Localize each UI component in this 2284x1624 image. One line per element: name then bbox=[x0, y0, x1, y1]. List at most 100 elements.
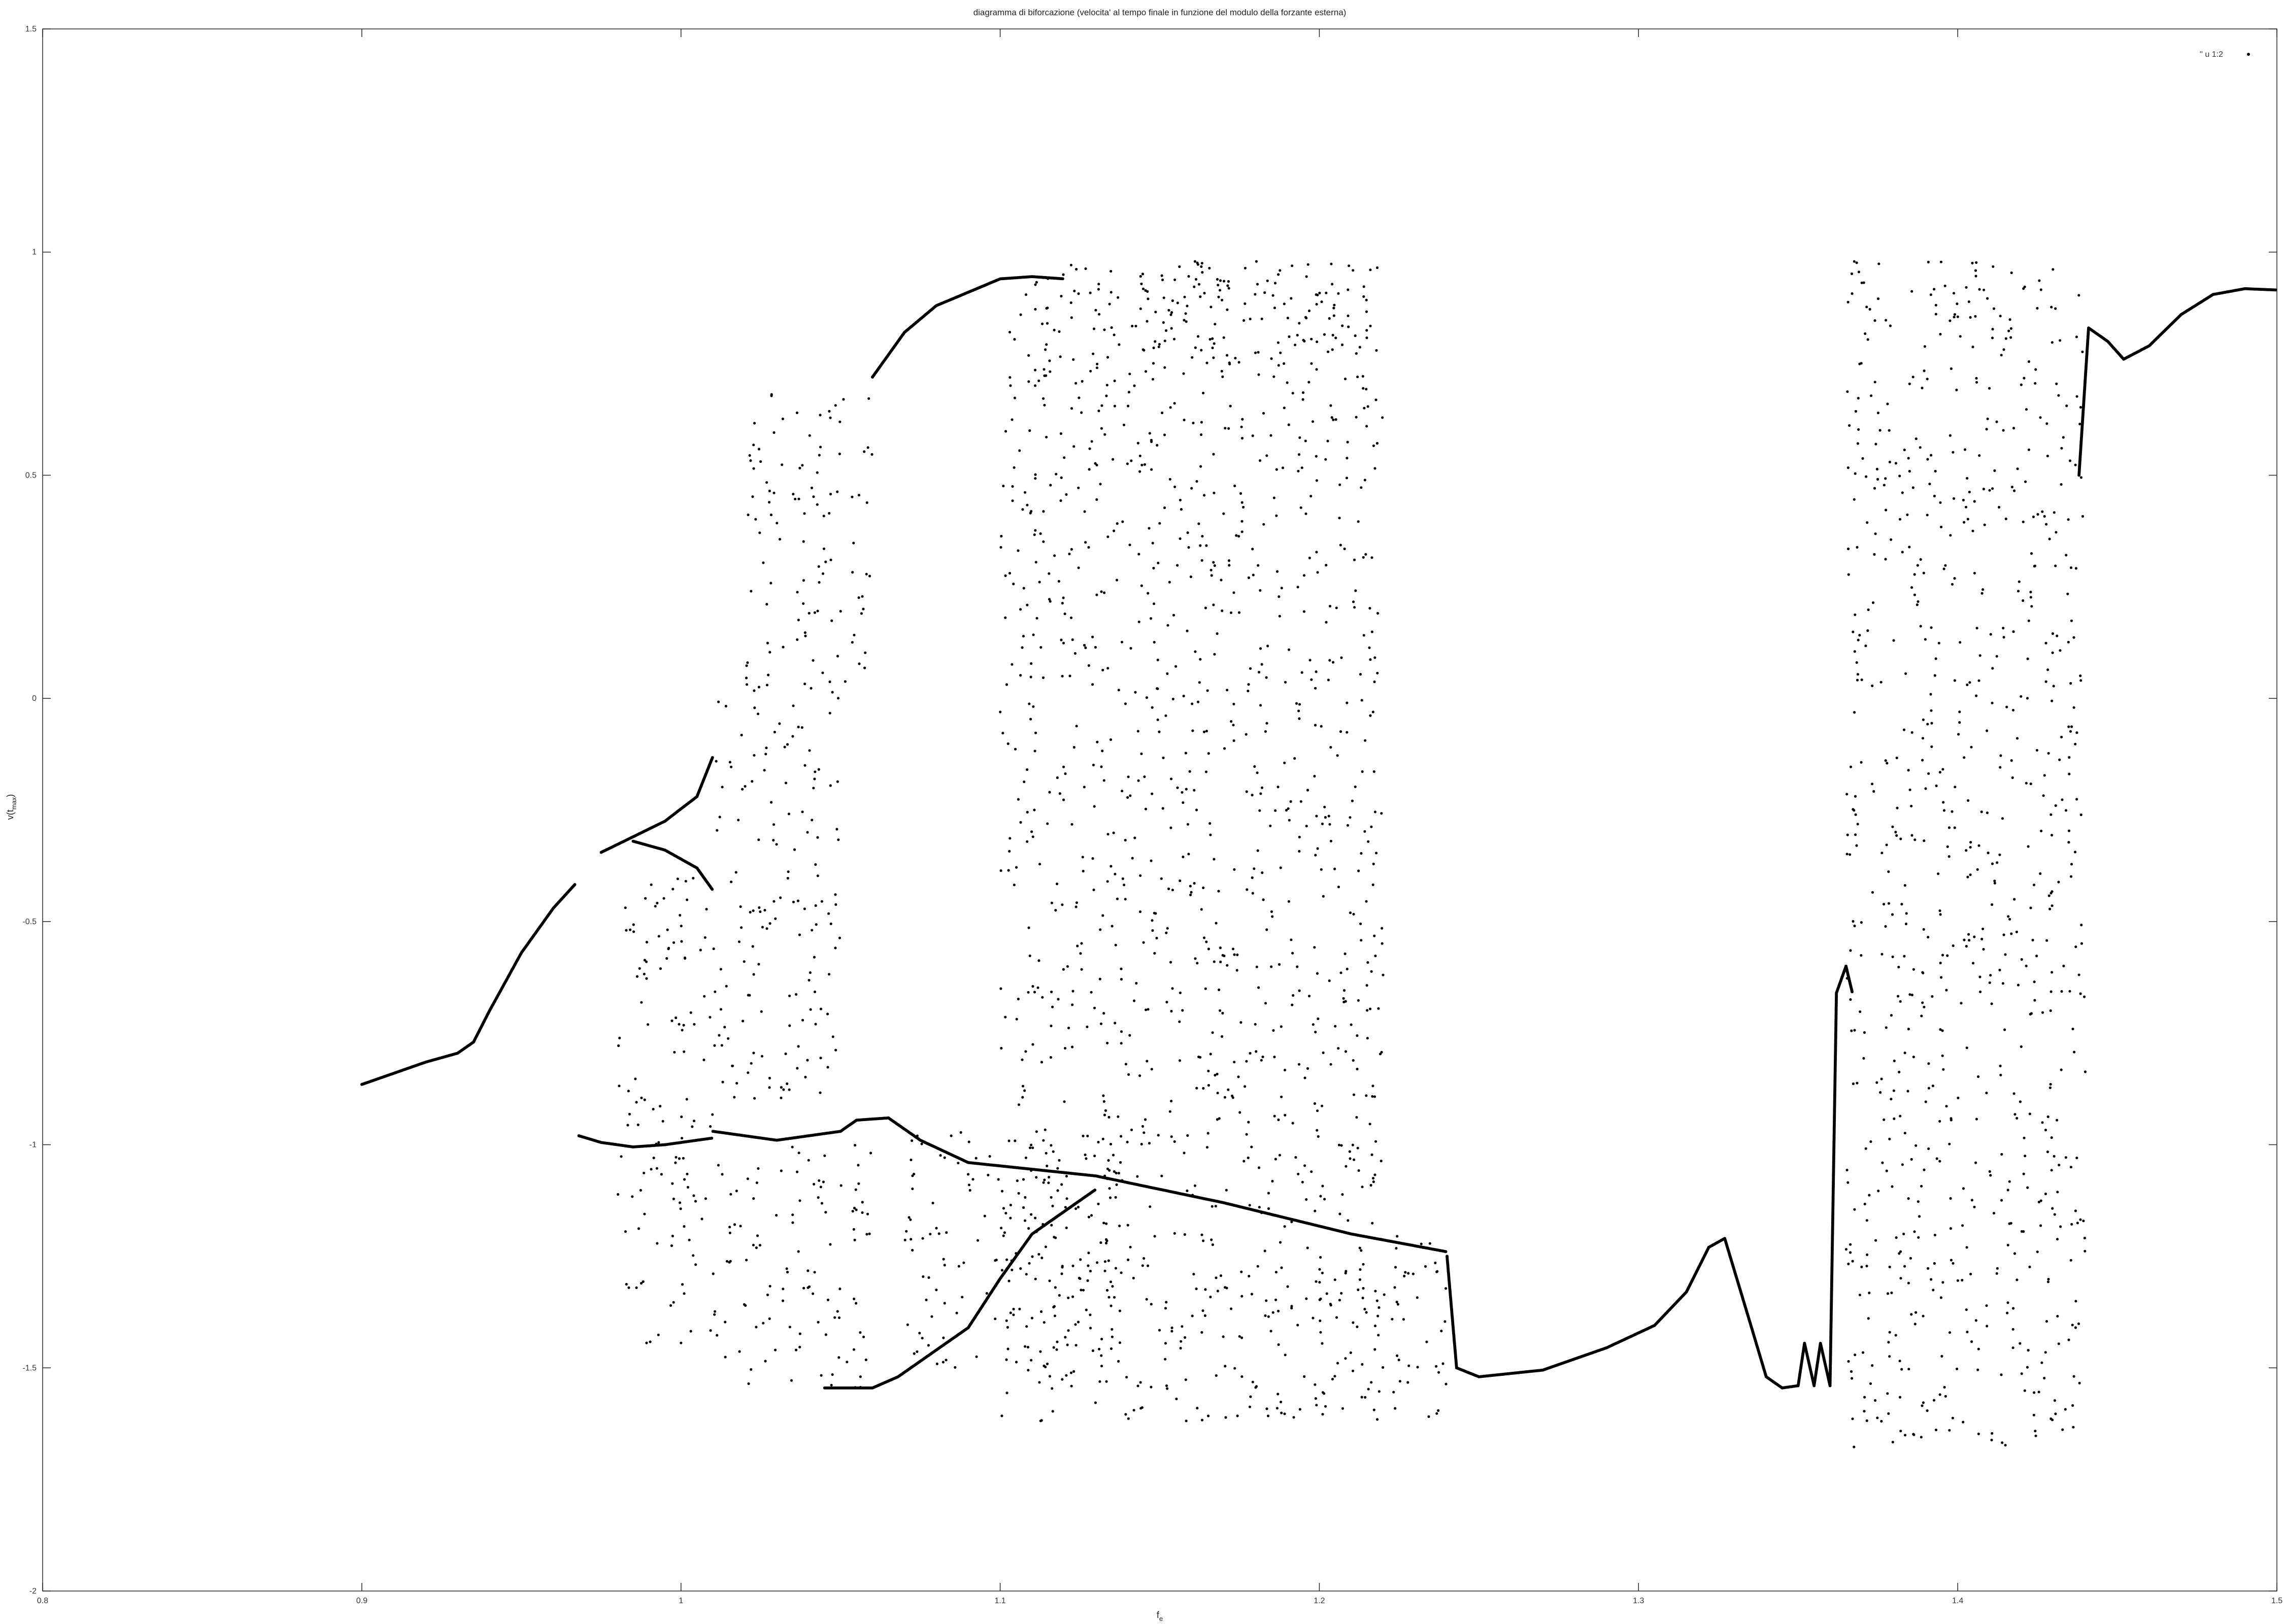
data-point bbox=[761, 926, 764, 929]
data-point bbox=[911, 1248, 914, 1252]
data-point bbox=[1257, 986, 1260, 989]
data-point bbox=[1186, 823, 1189, 826]
data-point bbox=[1241, 418, 1244, 421]
data-point bbox=[1044, 348, 1047, 351]
data-point bbox=[1096, 1261, 1099, 1264]
data-point bbox=[654, 905, 657, 908]
data-point bbox=[1296, 333, 1299, 337]
data-point bbox=[1157, 561, 1160, 564]
data-point bbox=[1308, 309, 1311, 313]
data-point bbox=[1280, 1411, 1283, 1414]
data-point bbox=[906, 1323, 909, 1326]
data-point bbox=[678, 1201, 682, 1204]
data-point bbox=[1109, 1280, 1113, 1283]
data-point bbox=[828, 512, 831, 515]
data-point bbox=[1062, 641, 1065, 645]
data-point bbox=[1052, 1346, 1055, 1349]
data-point bbox=[920, 1142, 923, 1145]
data-point bbox=[1308, 659, 1312, 662]
data-point bbox=[1148, 432, 1151, 435]
data-point bbox=[637, 1227, 640, 1230]
data-point bbox=[1102, 1012, 1105, 1015]
data-point bbox=[1111, 1328, 1114, 1331]
data-point bbox=[1273, 1056, 1276, 1059]
data-point bbox=[1015, 1018, 1018, 1021]
data-point bbox=[1032, 633, 1035, 636]
data-point bbox=[1323, 1392, 1326, 1395]
data-point bbox=[713, 1313, 716, 1316]
data-point bbox=[1167, 309, 1170, 312]
data-point bbox=[1283, 761, 1286, 764]
data-point bbox=[643, 959, 646, 962]
data-point bbox=[857, 596, 860, 599]
data-point bbox=[1098, 1347, 1101, 1350]
data-point bbox=[760, 1055, 763, 1058]
data-point bbox=[794, 993, 798, 996]
data-point bbox=[1294, 1156, 1297, 1159]
data-point bbox=[755, 1181, 758, 1185]
data-point bbox=[1259, 589, 1262, 592]
data-point bbox=[857, 494, 860, 497]
data-point bbox=[1080, 968, 1083, 971]
data-point bbox=[1077, 1205, 1080, 1209]
data-point bbox=[836, 490, 839, 493]
data-point bbox=[1060, 295, 1063, 298]
data-point bbox=[1041, 996, 1044, 999]
data-point bbox=[1118, 343, 1121, 346]
data-point bbox=[670, 1244, 673, 1247]
data-point bbox=[681, 1029, 684, 1032]
data-point bbox=[1307, 381, 1311, 384]
data-point bbox=[710, 1136, 714, 1140]
data-point bbox=[1357, 999, 1360, 1002]
data-point bbox=[817, 1321, 820, 1324]
data-point bbox=[1033, 750, 1036, 753]
data-point bbox=[1065, 493, 1068, 496]
data-point bbox=[1114, 1267, 1117, 1270]
data-point bbox=[1001, 731, 1004, 735]
data-point bbox=[1028, 429, 1031, 432]
data-point bbox=[1264, 1002, 1267, 1005]
data-point bbox=[1240, 425, 1243, 428]
data-point bbox=[1226, 689, 1229, 692]
data-point bbox=[1105, 394, 1108, 397]
data-point bbox=[1368, 646, 1371, 649]
data-point bbox=[1040, 1257, 1044, 1260]
data-point bbox=[1275, 1407, 1279, 1410]
data-point bbox=[787, 870, 790, 873]
data-point bbox=[1026, 1345, 1029, 1349]
data-point bbox=[852, 1348, 855, 1351]
data-point bbox=[1000, 1046, 1003, 1050]
data-point bbox=[1240, 520, 1244, 523]
data-point bbox=[1357, 520, 1360, 523]
data-point bbox=[1034, 1277, 1037, 1280]
data-point bbox=[1015, 866, 1018, 869]
data-point bbox=[1071, 1264, 1074, 1267]
data-point bbox=[1375, 1299, 1379, 1302]
data-point bbox=[837, 838, 840, 841]
data-point bbox=[1008, 571, 1012, 575]
data-point bbox=[1183, 295, 1186, 298]
data-point bbox=[1191, 1194, 1194, 1197]
data-point bbox=[1096, 362, 1099, 365]
data-point bbox=[824, 1211, 827, 1214]
data-point bbox=[1327, 815, 1330, 818]
data-point bbox=[814, 1023, 817, 1026]
data-point bbox=[791, 1145, 794, 1148]
data-point bbox=[788, 994, 791, 997]
data-point bbox=[1103, 328, 1106, 331]
data-point bbox=[1197, 283, 1201, 286]
data-point bbox=[1377, 1007, 1380, 1010]
data-point bbox=[1019, 608, 1022, 611]
data-point bbox=[1118, 1309, 1121, 1312]
data-point bbox=[1105, 1289, 1109, 1292]
data-point bbox=[929, 1233, 932, 1236]
data-point bbox=[935, 1362, 938, 1365]
data-point bbox=[1186, 629, 1189, 632]
data-point bbox=[1079, 1258, 1082, 1261]
data-point bbox=[1005, 1258, 1009, 1261]
data-point bbox=[1152, 566, 1155, 570]
data-point bbox=[828, 410, 831, 413]
data-point bbox=[702, 1058, 706, 1062]
y-tick-label: -0.5 bbox=[22, 918, 37, 926]
data-point bbox=[1126, 462, 1129, 465]
